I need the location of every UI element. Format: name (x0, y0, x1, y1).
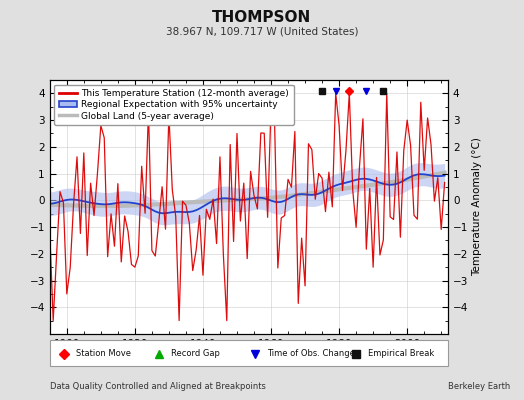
Text: Time of Obs. Change: Time of Obs. Change (267, 349, 355, 358)
FancyBboxPatch shape (50, 340, 448, 366)
Text: 38.967 N, 109.717 W (United States): 38.967 N, 109.717 W (United States) (166, 26, 358, 36)
Text: Station Move: Station Move (75, 349, 130, 358)
Y-axis label: Temperature Anomaly (°C): Temperature Anomaly (°C) (473, 138, 483, 276)
Text: Data Quality Controlled and Aligned at Breakpoints: Data Quality Controlled and Aligned at B… (50, 382, 266, 391)
Legend: This Temperature Station (12-month average), Regional Expectation with 95% uncer: This Temperature Station (12-month avera… (54, 84, 293, 125)
Text: Record Gap: Record Gap (171, 349, 220, 358)
Text: Empirical Break: Empirical Break (368, 349, 434, 358)
Text: Berkeley Earth: Berkeley Earth (448, 382, 510, 391)
Text: THOMPSON: THOMPSON (212, 10, 312, 25)
